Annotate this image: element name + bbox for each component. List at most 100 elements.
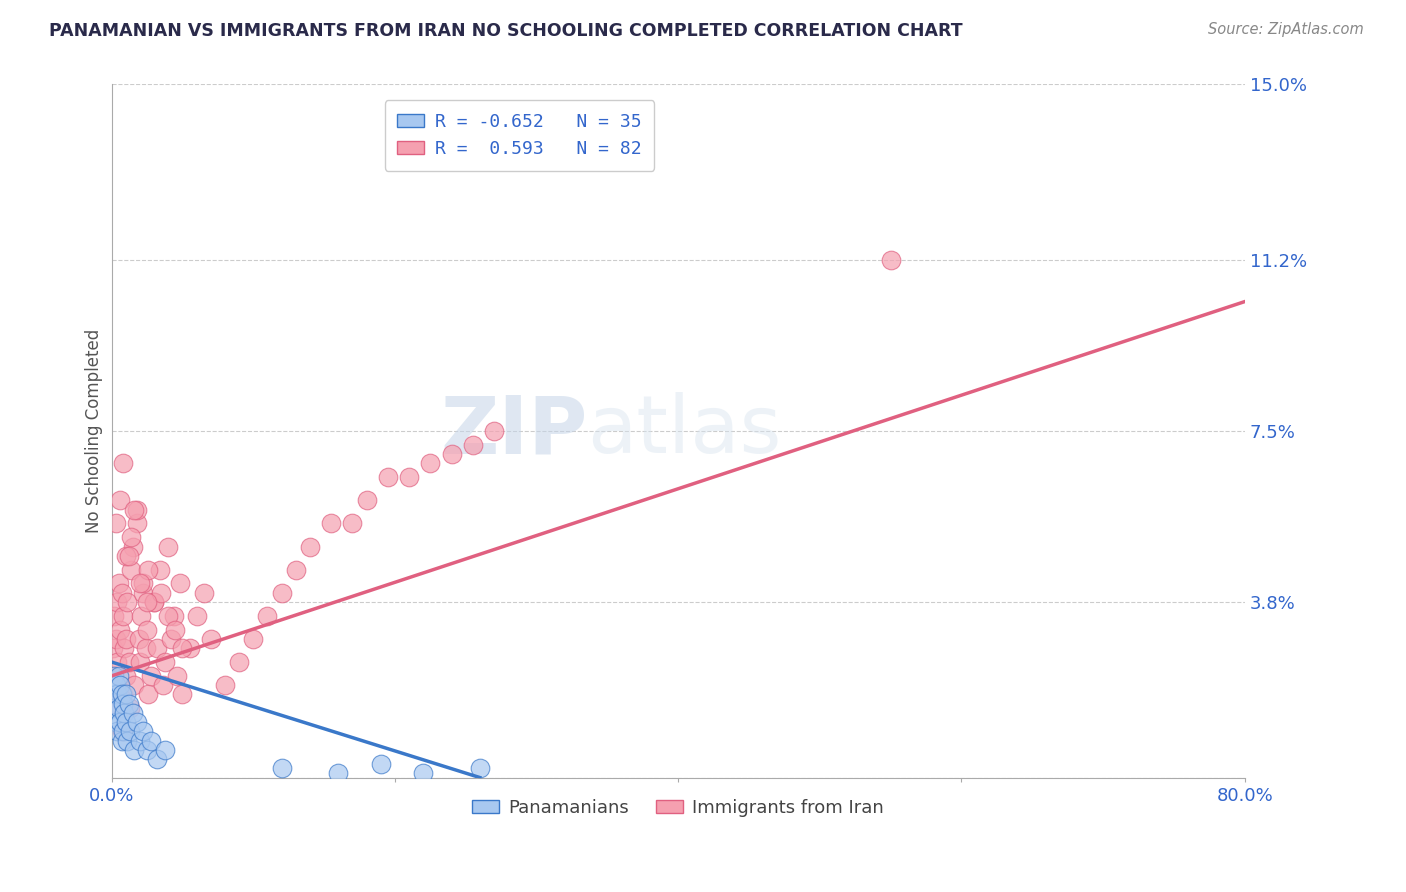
Point: [135, 641, 157, 656]
Point: [107, 678, 129, 692]
Point: [166, 669, 188, 683]
Point: [172, 641, 194, 656]
Point: [112, 706, 135, 720]
Point: [127, 516, 149, 531]
Point: [105, 687, 128, 701]
Point: [169, 576, 191, 591]
Point: [115, 733, 138, 747]
Point: [370, 756, 392, 771]
Point: [321, 516, 343, 531]
Point: [110, 724, 132, 739]
Text: Source: ZipAtlas.com: Source: ZipAtlas.com: [1208, 22, 1364, 37]
Point: [108, 678, 131, 692]
Text: ZIP: ZIP: [440, 392, 588, 470]
Point: [155, 655, 177, 669]
Point: [101, 641, 124, 656]
Point: [150, 585, 173, 599]
Point: [157, 540, 180, 554]
Legend: Panamanians, Immigrants from Iran: Panamanians, Immigrants from Iran: [465, 791, 891, 824]
Point: [163, 608, 186, 623]
Point: [128, 632, 150, 646]
Point: [165, 623, 187, 637]
Point: [127, 715, 149, 730]
Point: [398, 470, 420, 484]
Point: [103, 701, 125, 715]
Point: [110, 733, 132, 747]
Point: [146, 641, 169, 656]
Point: [149, 563, 172, 577]
Point: [107, 576, 129, 591]
Point: [136, 595, 159, 609]
Point: [117, 549, 139, 563]
Point: [412, 766, 434, 780]
Point: [108, 623, 131, 637]
Point: [879, 253, 901, 268]
Point: [461, 438, 484, 452]
Point: [131, 608, 153, 623]
Point: [141, 733, 163, 747]
Point: [112, 641, 135, 656]
Point: [108, 715, 131, 730]
Point: [152, 678, 174, 692]
Point: [155, 743, 177, 757]
Point: [160, 632, 183, 646]
Point: [124, 678, 146, 692]
Point: [129, 733, 152, 747]
Point: [136, 743, 159, 757]
Point: [138, 563, 160, 577]
Point: [111, 687, 134, 701]
Point: [104, 516, 127, 531]
Point: [114, 687, 136, 701]
Point: [103, 608, 125, 623]
Point: [143, 595, 166, 609]
Point: [114, 715, 136, 730]
Point: [108, 701, 131, 715]
Point: [377, 470, 399, 484]
Point: [172, 687, 194, 701]
Point: [214, 678, 236, 692]
Point: [440, 447, 463, 461]
Point: [105, 595, 128, 609]
Point: [110, 585, 132, 599]
Point: [468, 761, 491, 775]
Point: [122, 540, 145, 554]
Point: [136, 623, 159, 637]
Point: [103, 669, 125, 683]
Point: [284, 563, 307, 577]
Point: [107, 669, 129, 683]
Point: [242, 632, 264, 646]
Point: [104, 678, 127, 692]
Point: [138, 687, 160, 701]
Point: [118, 701, 141, 715]
Point: [101, 687, 124, 701]
Point: [132, 724, 155, 739]
Point: [124, 502, 146, 516]
Point: [108, 493, 131, 508]
Point: [356, 493, 378, 508]
Point: [114, 549, 136, 563]
Point: [129, 576, 152, 591]
Point: [110, 687, 132, 701]
Point: [157, 608, 180, 623]
Point: [186, 608, 208, 623]
Point: [103, 669, 125, 683]
Point: [114, 632, 136, 646]
Point: [256, 608, 278, 623]
Point: [270, 585, 292, 599]
Point: [328, 766, 350, 780]
Point: [115, 595, 138, 609]
Point: [111, 697, 134, 711]
Point: [121, 563, 143, 577]
Point: [117, 697, 139, 711]
Point: [104, 632, 127, 646]
Point: [111, 456, 134, 470]
Point: [122, 706, 145, 720]
Point: [118, 724, 141, 739]
Point: [132, 585, 155, 599]
Point: [342, 516, 364, 531]
Point: [121, 530, 143, 544]
Point: [105, 724, 128, 739]
Point: [117, 655, 139, 669]
Point: [270, 761, 292, 775]
Point: [111, 724, 134, 739]
